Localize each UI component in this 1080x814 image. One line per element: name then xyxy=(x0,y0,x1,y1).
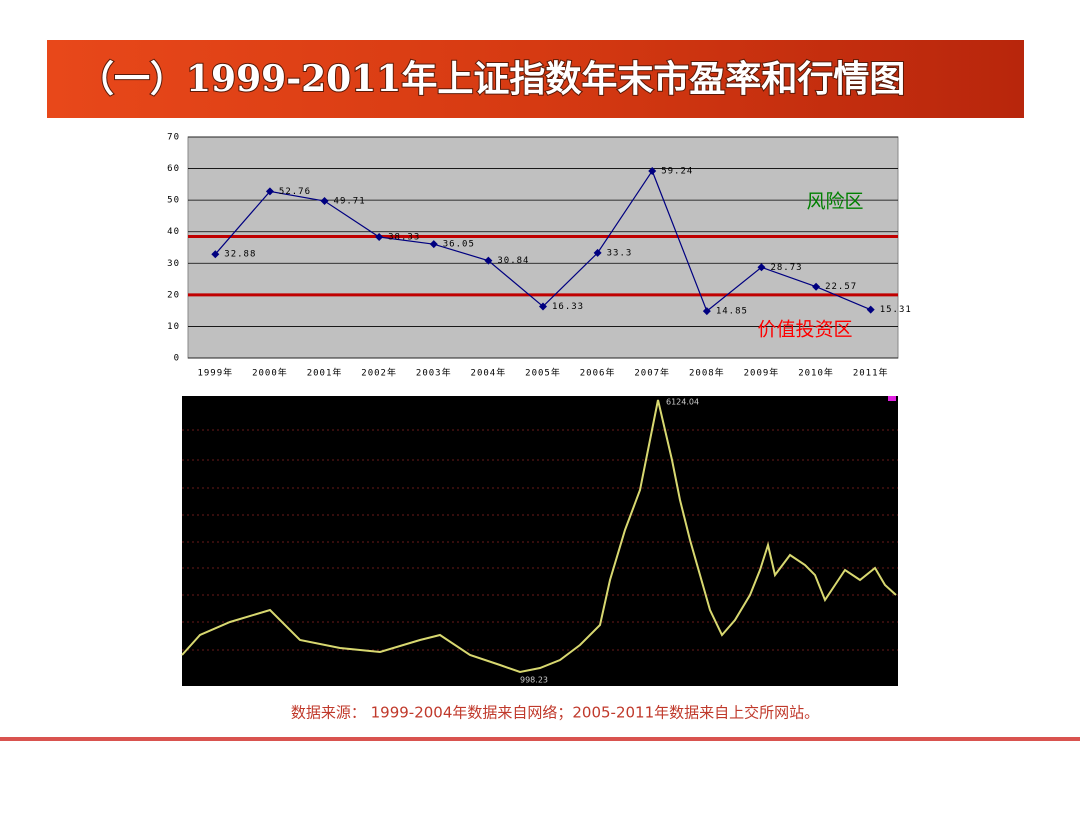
data-point xyxy=(702,307,711,316)
y-tick-label: 50 xyxy=(167,196,180,206)
x-tick-label: 2008年 xyxy=(689,367,725,379)
x-tick-label: 2011年 xyxy=(853,367,889,379)
data-label: 30.84 xyxy=(497,256,529,266)
kline-image xyxy=(182,396,898,686)
data-point xyxy=(484,256,493,265)
slide-title: （一）1999-2011年上证指数年末市盈率和行情图 xyxy=(78,58,905,100)
data-label: 14.85 xyxy=(716,307,748,317)
footer-rule xyxy=(0,737,1080,741)
x-tick-label: 2005年 xyxy=(525,367,561,379)
data-point xyxy=(429,240,438,249)
kline-high-label: 6124.04 xyxy=(666,398,699,407)
x-tick-label: 2009年 xyxy=(744,367,780,379)
data-label: 52.76 xyxy=(279,187,311,197)
data-point xyxy=(375,232,384,241)
chart: 0 10 20 30 40 50 60 70 1999年 2000年 2001年 2002年 2003年… xyxy=(167,133,912,379)
x-tick-label: 1999年 xyxy=(197,367,233,379)
data-label: 15.31 xyxy=(880,305,912,315)
y-tick-label: 0 xyxy=(174,354,180,364)
data-label: 22.57 xyxy=(825,282,857,292)
data-label: 49.71 xyxy=(334,197,366,207)
x-tick-label: 2001年 xyxy=(307,367,343,379)
y-tick-label: 60 xyxy=(167,164,180,174)
x-tick-label: 2010年 xyxy=(798,367,834,379)
data-point xyxy=(648,166,657,175)
x-tick-label: 2002年 xyxy=(361,367,397,379)
data-label: 16.33 xyxy=(552,302,584,312)
data-point xyxy=(539,302,547,311)
data-label: 36.05 xyxy=(443,240,475,250)
data-point xyxy=(757,263,766,272)
x-tick-label: 2000年 xyxy=(252,367,288,379)
header-banner xyxy=(47,40,1024,118)
plot-area xyxy=(187,136,899,359)
data-point xyxy=(320,197,329,206)
y-tick-label: 10 xyxy=(167,322,180,332)
source-note: 数据来源： 1999-2004年数据来自网络；2005-2011年数据来自上交所… xyxy=(291,704,819,722)
kline-trace xyxy=(181,399,897,674)
annotation: 价值投资区 xyxy=(757,319,852,341)
data-label: 32.88 xyxy=(224,250,256,260)
data-label: 38.33 xyxy=(388,232,420,242)
annotation: 风险区 xyxy=(806,191,863,213)
data-point xyxy=(265,187,274,196)
y-tick-label: 40 xyxy=(167,227,180,237)
data-label: 33.3 xyxy=(607,248,633,258)
kline-grid xyxy=(182,429,898,651)
kline-marker xyxy=(888,396,896,401)
x-tick-label: 2007年 xyxy=(634,367,670,379)
x-tick-label: 2004年 xyxy=(471,367,507,379)
data-point xyxy=(593,248,602,257)
data-label: 28.73 xyxy=(770,263,802,273)
y-tick-label: 20 xyxy=(167,290,180,300)
y-tick-label: 70 xyxy=(167,133,180,143)
x-tick-label: 2006年 xyxy=(580,367,616,379)
data-point xyxy=(866,305,875,314)
data-point xyxy=(812,282,821,291)
kline-low-label: 998.23 xyxy=(520,676,548,685)
data-point xyxy=(211,250,220,259)
data-label: 59.24 xyxy=(661,166,693,176)
x-tick-label: 2003年 xyxy=(416,367,452,379)
y-tick-label: 30 xyxy=(167,259,180,269)
